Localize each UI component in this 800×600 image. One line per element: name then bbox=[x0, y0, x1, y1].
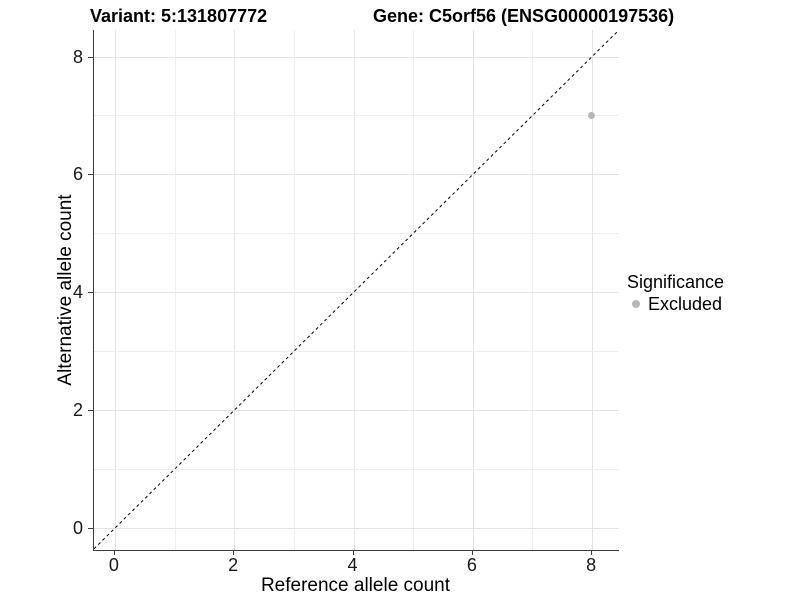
x-tick bbox=[233, 550, 235, 555]
plot-title-gene: Gene: C5orf56 (ENSG00000197536) bbox=[373, 6, 675, 26]
y-tick-label: 6 bbox=[72, 164, 83, 185]
x-tick bbox=[113, 550, 115, 555]
y-gridline bbox=[94, 233, 619, 235]
x-tick-label: 2 bbox=[228, 555, 239, 575]
y-tick bbox=[88, 292, 93, 294]
x-gridline bbox=[353, 30, 355, 550]
legend-title: Significance bbox=[627, 272, 725, 292]
y-tick bbox=[88, 174, 93, 176]
y-gridline bbox=[94, 410, 619, 412]
x-gridline bbox=[472, 30, 474, 550]
y-gridline bbox=[94, 528, 619, 530]
y-gridline bbox=[94, 469, 619, 471]
identity-line bbox=[93, 29, 620, 550]
x-gridline bbox=[293, 30, 295, 550]
y-tick bbox=[88, 56, 93, 58]
x-tick bbox=[591, 550, 593, 555]
y-gridline bbox=[94, 292, 619, 294]
x-tick-label: 6 bbox=[466, 555, 477, 575]
y-gridline bbox=[94, 174, 619, 176]
x-tick-label: 4 bbox=[347, 555, 358, 575]
plot-title-variant: Variant: 5:131807772 bbox=[90, 6, 268, 26]
legend-entry-label: Excluded bbox=[648, 293, 723, 314]
y-tick bbox=[88, 528, 93, 530]
x-tick bbox=[352, 550, 354, 555]
y-tick-label: 2 bbox=[72, 400, 83, 421]
x-gridline bbox=[532, 30, 534, 550]
y-gridline bbox=[94, 351, 619, 353]
y-tick-label: 0 bbox=[72, 518, 83, 539]
data-point bbox=[587, 111, 595, 119]
legend: Significance Excluded bbox=[627, 271, 724, 315]
legend-key-dot bbox=[632, 300, 640, 308]
x-gridline bbox=[592, 30, 594, 550]
y-tick-label: 4 bbox=[72, 282, 83, 303]
y-gridline bbox=[94, 115, 619, 117]
x-gridline bbox=[114, 30, 116, 550]
legend-entry-excluded: Excluded bbox=[627, 293, 724, 315]
x-axis-title: Reference allele count bbox=[260, 575, 451, 596]
x-gridline bbox=[234, 30, 236, 550]
y-tick-label: 8 bbox=[72, 46, 83, 67]
y-tick bbox=[88, 410, 93, 412]
x-tick-label: 8 bbox=[586, 555, 597, 575]
y-gridline bbox=[94, 56, 619, 58]
x-gridline bbox=[413, 30, 415, 550]
plot-panel bbox=[93, 29, 620, 551]
x-tick bbox=[471, 550, 473, 555]
x-tick-label: 0 bbox=[108, 555, 119, 575]
x-gridline bbox=[174, 30, 176, 550]
